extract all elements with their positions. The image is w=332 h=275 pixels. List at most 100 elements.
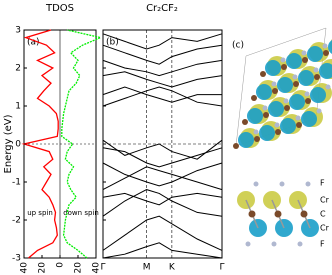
x-tick-label: Γ	[100, 263, 105, 273]
atom-c	[275, 129, 281, 135]
annotation: up spin	[27, 209, 53, 217]
band	[102, 189, 223, 217]
orbital-cyan	[298, 70, 314, 86]
orbital-cyan	[280, 118, 296, 134]
atom-f	[274, 122, 280, 128]
dos-title: TDOS	[45, 3, 74, 14]
atom-c	[293, 81, 299, 87]
orbital-cyan	[256, 84, 272, 100]
atom-f	[322, 43, 328, 49]
orbital-cyan	[265, 60, 281, 76]
atom-f	[280, 57, 286, 63]
y-tick-label: -1	[12, 178, 21, 188]
y-tick-label: 2	[15, 64, 21, 74]
band	[102, 166, 223, 191]
atom-c	[302, 57, 308, 63]
band	[102, 147, 223, 168]
orbital-cyan	[310, 87, 326, 103]
x-tick-label: 0	[56, 262, 66, 268]
annotation: down spin	[63, 209, 99, 217]
y-axis-label: Energy (eV)	[3, 114, 14, 173]
atom-f	[297, 241, 303, 247]
structure-art	[233, 27, 332, 247]
orbital-cyan	[238, 132, 254, 148]
atom-c	[263, 112, 269, 118]
band	[102, 139, 223, 160]
atom-c	[274, 210, 282, 218]
x-tick-label: M	[143, 263, 151, 273]
orbital-cyan	[307, 46, 323, 62]
atom-c	[251, 95, 257, 101]
orbital-cyan	[319, 63, 332, 79]
layer-label: F	[320, 179, 325, 188]
band	[102, 44, 223, 65]
orbital-cyan	[277, 77, 293, 93]
atom-f	[245, 241, 251, 247]
band	[102, 33, 223, 50]
atom-f	[262, 105, 268, 111]
atom-c	[260, 71, 266, 77]
orbital-cyan	[328, 40, 332, 54]
x-tick-label: K	[169, 263, 176, 273]
band	[102, 215, 223, 251]
atom-f	[313, 67, 319, 73]
layer-label: Cr	[320, 196, 330, 205]
band	[102, 86, 223, 107]
layer-label: F	[320, 240, 325, 249]
atom-f	[325, 84, 331, 90]
y-tick-label: -3	[12, 254, 21, 264]
atom-f	[316, 108, 322, 114]
layer-label: Cr	[320, 224, 330, 233]
atom-f	[253, 181, 259, 187]
atom-c	[233, 143, 239, 149]
atom-c	[300, 210, 308, 218]
atom-f	[304, 91, 310, 97]
panel-label: (c)	[232, 41, 244, 51]
atom-f	[295, 115, 301, 121]
atom-c	[305, 98, 311, 104]
orbital-cyan	[247, 108, 263, 124]
band	[102, 192, 223, 206]
atom-c	[323, 50, 329, 56]
atom-f	[271, 241, 277, 247]
x-tick-label: 20	[38, 262, 48, 274]
orbital-cyan	[301, 111, 317, 127]
atom-f	[305, 181, 311, 187]
atom-c	[314, 74, 320, 80]
orbital-cyan	[268, 101, 284, 117]
x-tick-label: 40	[92, 262, 102, 274]
x-tick-label: 20	[74, 262, 84, 274]
atom-c	[272, 88, 278, 94]
y-tick-label: -2	[12, 216, 21, 226]
layer-label: C	[320, 210, 326, 219]
band	[102, 242, 223, 259]
atom-c	[296, 122, 302, 128]
y-tick-label: 1	[15, 102, 21, 112]
atom-f	[279, 181, 285, 187]
atom-f	[301, 50, 307, 56]
band	[102, 162, 223, 187]
atom-f	[292, 74, 298, 80]
y-tick-label: 0	[15, 140, 21, 150]
orbital-cyan	[289, 94, 305, 110]
band	[102, 59, 223, 77]
dos-line	[61, 29, 103, 259]
x-tick-label: Γ	[219, 263, 224, 273]
atom-c	[281, 64, 287, 70]
panel-label: (a)	[27, 38, 40, 48]
orbital-cyan	[259, 125, 275, 141]
y-tick-label: 3	[15, 26, 21, 36]
band	[102, 71, 223, 88]
panel-label: (b)	[106, 38, 119, 48]
atom-f	[253, 129, 259, 135]
atom-c	[248, 210, 256, 218]
atom-c	[284, 105, 290, 111]
bands-title: Cr₂CF₂	[146, 3, 178, 14]
atom-f	[271, 81, 277, 87]
x-tick-label: 40	[20, 262, 30, 274]
atom-c	[254, 136, 260, 142]
atom-c	[242, 119, 248, 125]
orbital-cyan	[286, 53, 302, 69]
atom-f	[283, 98, 289, 104]
